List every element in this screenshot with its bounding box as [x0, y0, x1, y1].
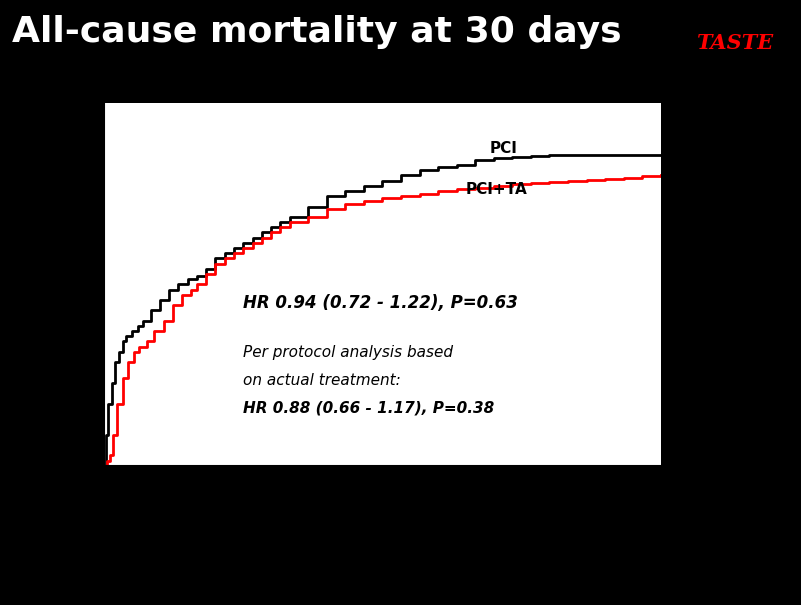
Text: PCI: PCI — [12, 554, 36, 566]
Text: 3568: 3568 — [180, 523, 214, 536]
Text: Per protocol analysis based: Per protocol analysis based — [244, 345, 453, 360]
Text: 3524: 3524 — [551, 523, 585, 536]
Text: HR 0.88 (0.66 - 1.17), P=0.38: HR 0.88 (0.66 - 1.17), P=0.38 — [244, 401, 494, 416]
Text: 3567: 3567 — [180, 554, 214, 566]
Text: 3621: 3621 — [87, 523, 121, 536]
Text: HR 0.94 (0.72 - 1.22), P=0.63: HR 0.94 (0.72 - 1.22), P=0.63 — [244, 294, 518, 312]
Text: 3532: 3532 — [365, 523, 400, 536]
Text: 2.8: 2.8 — [670, 170, 697, 185]
Text: 3540: 3540 — [273, 523, 307, 536]
Text: 3.0: 3.0 — [670, 145, 697, 160]
Text: PCI+TA: PCI+TA — [466, 182, 528, 197]
Text: All-cause mortality at 30 days: All-cause mortality at 30 days — [12, 15, 622, 49]
Text: 3513: 3513 — [644, 554, 678, 566]
Text: TASTE: TASTE — [696, 33, 774, 53]
Text: 3523: 3523 — [458, 554, 493, 566]
Text: PCI+TA: PCI+TA — [12, 523, 66, 536]
Text: on actual treatment:: on actual treatment: — [244, 373, 401, 388]
Text: 3519: 3519 — [644, 523, 678, 536]
Y-axis label: Cumulative risk of all-cause death (%): Cumulative risk of all-cause death (%) — [51, 151, 66, 417]
Text: 3545: 3545 — [273, 554, 307, 566]
Text: No. at Risk: No. at Risk — [12, 487, 97, 501]
Text: 3517: 3517 — [551, 554, 585, 566]
Text: 3526: 3526 — [458, 523, 492, 536]
Text: 3623: 3623 — [87, 554, 121, 566]
Text: PCI: PCI — [490, 140, 518, 155]
Text: 3530: 3530 — [365, 554, 400, 566]
